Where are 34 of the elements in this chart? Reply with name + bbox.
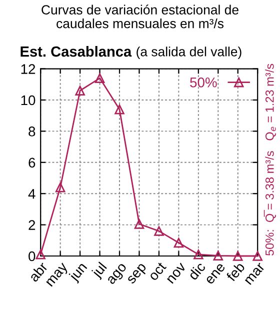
- point: [213, 250, 224, 261]
- point: [75, 86, 85, 96]
- x-tick-label: mar: [244, 262, 266, 286]
- y-tick-label: 8: [28, 126, 36, 136]
- point: [114, 104, 124, 114]
- point: [94, 73, 105, 84]
- y-tick-label: 6: [28, 158, 36, 168]
- x-tick-label: nov: [166, 262, 186, 284]
- point: [154, 226, 164, 236]
- point: [36, 250, 46, 260]
- point: [252, 251, 262, 261]
- text: 50%: Q̅ = 3.38 m³/s Q$_{e}$ = 1.23 m³/s: [264, 64, 276, 256]
- x-tick-label: jun: [68, 262, 90, 284]
- x-tick-label: sep: [127, 262, 149, 286]
- y-tick-label: 2: [28, 220, 36, 230]
- x-tick-label: feb: [226, 261, 246, 282]
- chart-title: Curvas de variación estacional de caudales mensuales en m³/s: [42, 4, 238, 28]
- point: [233, 251, 243, 261]
- x-tick-label: ago: [106, 262, 130, 286]
- point: [194, 250, 204, 260]
- legend-label: 50%: [190, 78, 217, 88]
- y-tick-label: 0: [28, 251, 36, 262]
- x-tick-label: oct: [148, 262, 167, 282]
- x-tick-label: dic: [187, 261, 206, 281]
- y-tick-label: 12: [21, 64, 36, 74]
- point: [174, 238, 184, 248]
- point: [134, 219, 144, 229]
- y-tick-label: 10: [21, 95, 36, 106]
- y-tick-label: 4: [28, 189, 36, 199]
- x-tick-label: jul: [90, 262, 107, 280]
- chart-subtitle: Est. Casablanca: [20, 46, 132, 57]
- point: [55, 182, 66, 192]
- x-tick-label: ene: [206, 263, 226, 285]
- text: (a salida del valle): [136, 46, 242, 59]
